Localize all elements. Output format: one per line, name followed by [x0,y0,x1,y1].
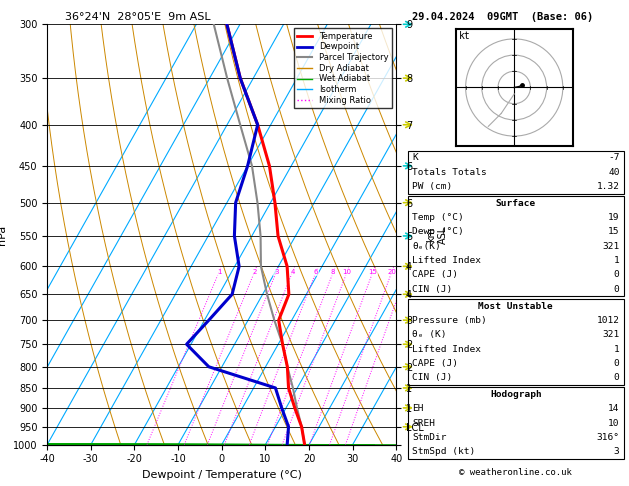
Text: Pressure (mb): Pressure (mb) [412,316,487,325]
Text: Lifted Index: Lifted Index [412,345,481,354]
Text: 1012: 1012 [596,316,620,325]
Text: 15: 15 [608,227,620,237]
Text: 1: 1 [614,256,620,265]
Text: kt: kt [459,31,471,41]
Text: Hodograph: Hodograph [490,390,542,399]
Y-axis label: km
ASL: km ASL [426,226,448,243]
Text: Dewp (°C): Dewp (°C) [412,227,464,237]
Text: CIN (J): CIN (J) [412,285,452,294]
Text: CAPE (J): CAPE (J) [412,359,458,368]
Text: CAPE (J): CAPE (J) [412,270,458,279]
Text: 19: 19 [608,213,620,222]
Text: EH: EH [412,404,423,414]
Text: K: K [412,153,418,162]
Text: 6: 6 [314,269,318,275]
Text: 0: 0 [614,373,620,382]
Text: 3: 3 [614,447,620,456]
Text: 1.32: 1.32 [596,182,620,191]
Text: StmSpd (kt): StmSpd (kt) [412,447,476,456]
Text: Lifted Index: Lifted Index [412,256,481,265]
Y-axis label: hPa: hPa [0,225,8,244]
Text: 40: 40 [608,168,620,177]
Text: 10: 10 [608,418,620,428]
Text: 36°24'N  28°05'E  9m ASL: 36°24'N 28°05'E 9m ASL [65,12,210,22]
Text: 0: 0 [614,359,620,368]
Legend: Temperature, Dewpoint, Parcel Trajectory, Dry Adiabat, Wet Adiabat, Isotherm, Mi: Temperature, Dewpoint, Parcel Trajectory… [294,29,392,108]
X-axis label: Dewpoint / Temperature (°C): Dewpoint / Temperature (°C) [142,470,302,480]
Text: 14: 14 [608,404,620,414]
Text: 321: 321 [603,242,620,251]
Text: Temp (°C): Temp (°C) [412,213,464,222]
Text: Surface: Surface [496,199,536,208]
Text: Totals Totals: Totals Totals [412,168,487,177]
Text: PW (cm): PW (cm) [412,182,452,191]
Text: Most Unstable: Most Unstable [479,301,553,311]
Text: © weatheronline.co.uk: © weatheronline.co.uk [459,468,572,477]
Text: 316°: 316° [596,433,620,442]
Text: θₑ (K): θₑ (K) [412,330,447,339]
Text: 20: 20 [387,269,396,275]
Text: θₑ(K): θₑ(K) [412,242,441,251]
Text: 0: 0 [614,285,620,294]
Text: CIN (J): CIN (J) [412,373,452,382]
Text: 10: 10 [342,269,352,275]
Text: 15: 15 [369,269,377,275]
Text: StmDir: StmDir [412,433,447,442]
Text: 0: 0 [614,270,620,279]
Text: 3: 3 [274,269,279,275]
Text: SREH: SREH [412,418,435,428]
Text: -7: -7 [608,153,620,162]
Text: 4: 4 [290,269,294,275]
Text: 2: 2 [252,269,257,275]
Text: 1: 1 [614,345,620,354]
Text: 321: 321 [603,330,620,339]
Text: 29.04.2024  09GMT  (Base: 06): 29.04.2024 09GMT (Base: 06) [412,12,593,22]
Text: 8: 8 [331,269,335,275]
Text: 1: 1 [217,269,221,275]
